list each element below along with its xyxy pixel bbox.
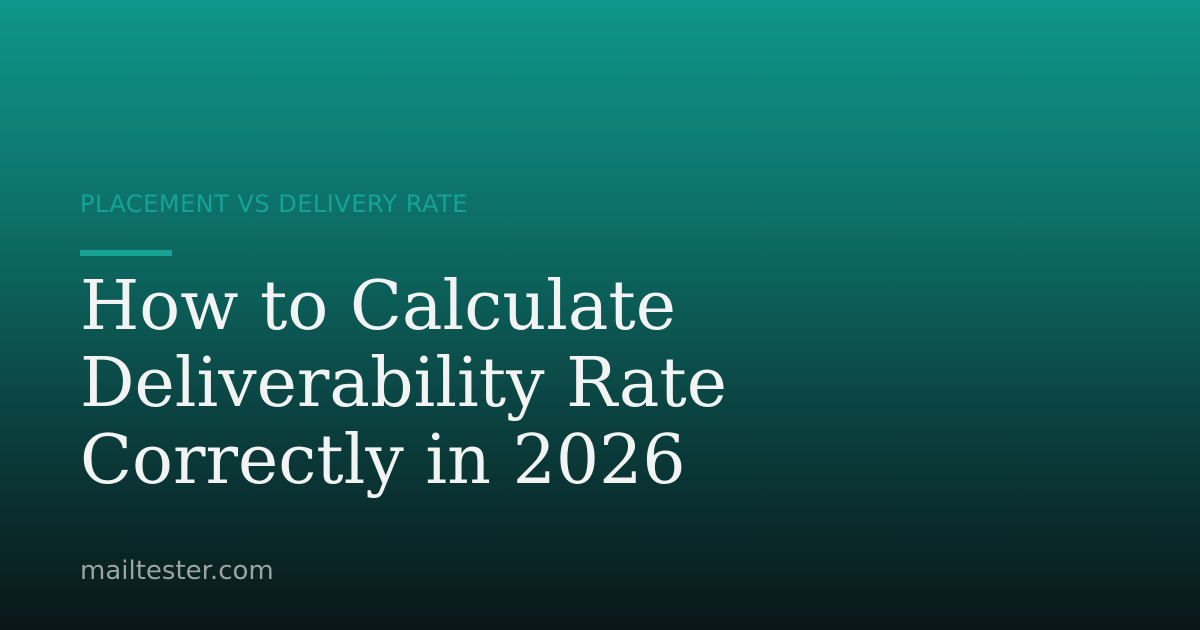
site-name: mailtester.com xyxy=(80,556,274,586)
title-line: Deliverability Rate xyxy=(80,344,727,423)
title-line: How to Calculate xyxy=(80,267,676,346)
accent-rule xyxy=(80,250,172,256)
title: How to Calculate Deliverability Rate Cor… xyxy=(80,268,727,499)
kicker: PLACEMENT VS DELIVERY RATE xyxy=(80,190,468,218)
title-line: Correctly in 2026 xyxy=(80,421,686,500)
